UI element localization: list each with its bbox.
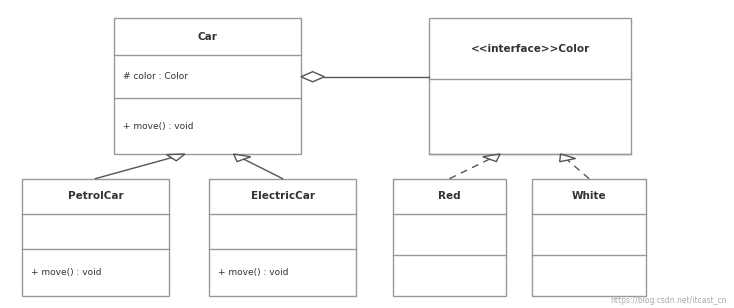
Bar <box>429 18 631 154</box>
Bar <box>114 18 301 154</box>
Text: + move() : void: + move() : void <box>123 122 193 131</box>
Text: Car: Car <box>197 32 217 42</box>
Text: Red: Red <box>438 191 461 201</box>
Text: <<interface>>Color: <<interface>>Color <box>470 44 590 54</box>
Text: # color : Color: # color : Color <box>123 72 188 81</box>
Bar <box>532 179 646 296</box>
Bar <box>22 179 169 296</box>
Bar <box>393 179 506 296</box>
Text: + move() : void: + move() : void <box>31 268 101 277</box>
Text: ElectricCar: ElectricCar <box>250 191 315 201</box>
Polygon shape <box>301 72 324 82</box>
Text: https://blog.csdn.net/itcast_cn: https://blog.csdn.net/itcast_cn <box>610 296 727 305</box>
Text: PetrolCar: PetrolCar <box>68 191 123 201</box>
Text: + move() : void: + move() : void <box>218 268 288 277</box>
Text: White: White <box>572 191 606 201</box>
Bar <box>209 179 356 296</box>
